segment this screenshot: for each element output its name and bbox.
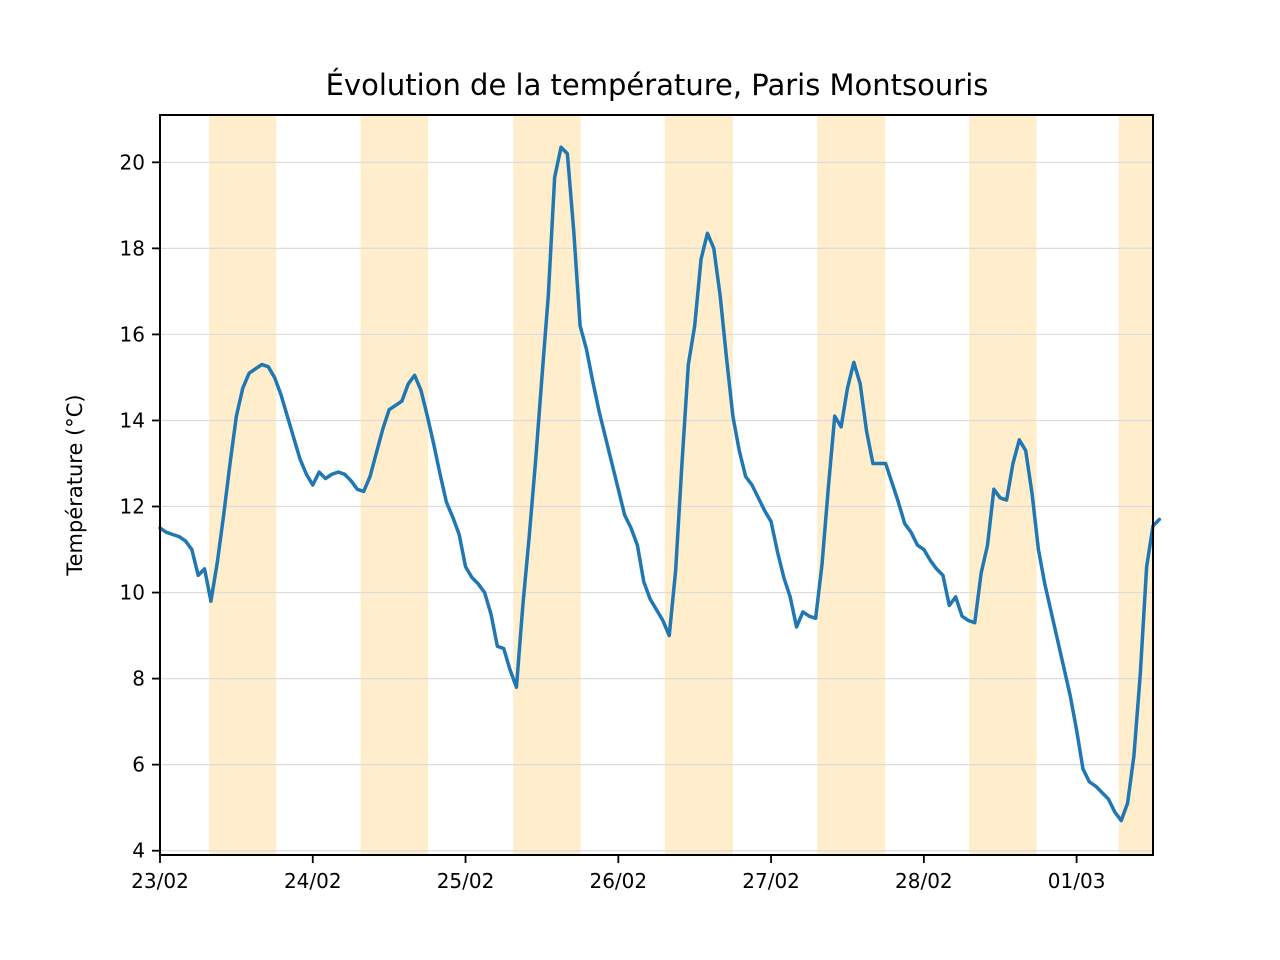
- y-tick-label: 4: [132, 839, 145, 863]
- y-tick-label: 10: [120, 581, 145, 605]
- x-tick-label: 25/02: [437, 869, 495, 893]
- daytime-band: [360, 115, 428, 855]
- x-tick-label: 26/02: [589, 869, 647, 893]
- x-tick-label: 23/02: [131, 869, 189, 893]
- y-tick-label: 20: [120, 150, 145, 174]
- daytime-band: [209, 115, 277, 855]
- x-tick-label: 01/03: [1048, 869, 1106, 893]
- daytime-band: [513, 115, 581, 855]
- y-tick-label: 8: [132, 667, 145, 691]
- y-tick-label: 6: [132, 753, 145, 777]
- y-tick-label: 14: [120, 408, 145, 432]
- x-tick-label: 27/02: [742, 869, 800, 893]
- y-axis-label: Température (°C): [63, 394, 87, 576]
- chart-title: Évolution de la température, Paris Monts…: [325, 68, 989, 102]
- daytime-band: [969, 115, 1037, 855]
- temperature-line: [158, 145, 1162, 823]
- x-tick-label: 24/02: [284, 869, 342, 893]
- y-tick-label: 16: [120, 322, 145, 346]
- y-tick-label: 12: [120, 495, 145, 519]
- axes-box: [159, 114, 1154, 856]
- x-tick-label: 28/02: [895, 869, 953, 893]
- y-tick-label: 18: [120, 236, 145, 260]
- daytime-band: [664, 115, 733, 855]
